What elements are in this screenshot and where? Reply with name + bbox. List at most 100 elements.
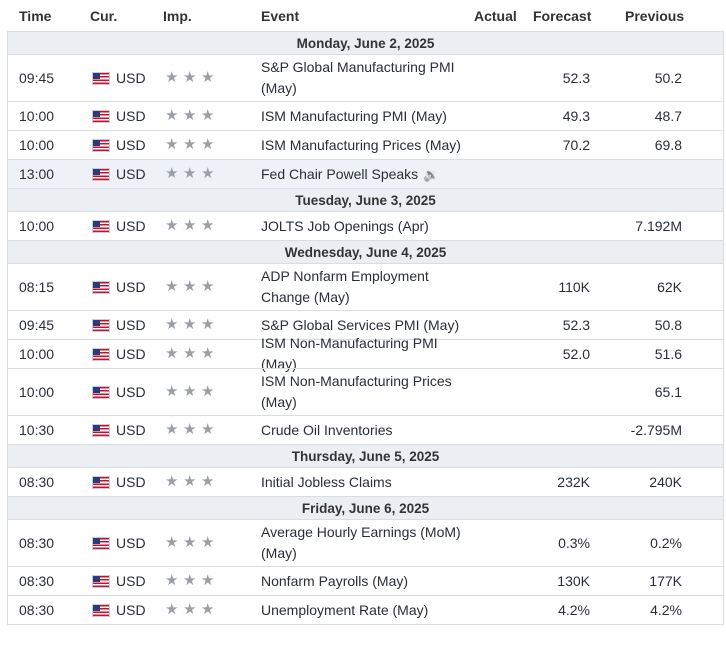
event-time: 08:15 bbox=[19, 279, 55, 295]
event-name[interactable]: Unemployment Rate (May) bbox=[261, 596, 471, 624]
event-forecast: 70.2 bbox=[562, 137, 590, 153]
event-name-text[interactable]: ISM Non-Manufacturing Prices (May) bbox=[261, 373, 452, 410]
event-name-text[interactable]: ISM Manufacturing Prices (May) bbox=[261, 136, 461, 153]
event-actual bbox=[463, 520, 533, 566]
event-actual bbox=[463, 102, 533, 130]
event-name-text[interactable]: Fed Chair Powell Speaks bbox=[261, 165, 419, 182]
event-actual bbox=[463, 160, 533, 188]
event-name-text[interactable]: ISM Manufacturing PMI (May) bbox=[261, 107, 447, 124]
event-name[interactable]: ISM Non-Manufacturing PMI (May) bbox=[261, 335, 471, 372]
star-icon: ★ bbox=[201, 421, 215, 438]
header-time[interactable]: Time bbox=[19, 8, 52, 24]
star-icon: ★ bbox=[201, 601, 215, 618]
header-previous[interactable]: Previous bbox=[625, 8, 685, 24]
day-label: Friday, June 6, 2025 bbox=[301, 501, 430, 516]
event-name[interactable]: Nonfarm Payrolls (May) bbox=[261, 567, 471, 595]
star-icon: ★ bbox=[183, 383, 197, 400]
table-row[interactable]: 08:30 USD ★ ★ ★ Unemployment Rate (May) 4.2% 4.… bbox=[8, 595, 723, 624]
event-name-text[interactable]: Initial Jobless Claims bbox=[261, 473, 392, 490]
event-time: 08:30 bbox=[19, 535, 55, 551]
star-icon: ★ bbox=[201, 572, 215, 589]
header-actual[interactable]: Actual bbox=[474, 8, 517, 24]
event-name[interactable]: Crude Oil Inventories bbox=[261, 416, 471, 444]
us-flag-icon bbox=[92, 423, 110, 437]
event-name-text[interactable]: S&P Global Manufacturing PMI (May) bbox=[261, 59, 455, 96]
event-currency: USD bbox=[116, 602, 146, 618]
event-forecast bbox=[528, 369, 590, 415]
header-event[interactable]: Event bbox=[261, 8, 300, 24]
table-row[interactable]: 10:30 USD ★ ★ ★ Crude Oil Inventories -2.795M bbox=[8, 415, 723, 444]
event-actual bbox=[463, 369, 533, 415]
event-name-text[interactable]: Unemployment Rate (May) bbox=[261, 601, 429, 618]
event-forecast: 130K bbox=[557, 573, 590, 589]
star-icon: ★ bbox=[183, 69, 197, 86]
table-row[interactable]: 08:15 USD ★ ★ ★ ADP Nonfarm Employment Change… bbox=[8, 263, 723, 310]
table-row[interactable]: 09:45 USD ★ ★ ★ S&P Global Manufacturing PMI … bbox=[8, 54, 723, 101]
flag-cell bbox=[92, 131, 110, 159]
table-row[interactable]: 08:30 USD ★ ★ ★ Initial Jobless Claims 232K 240… bbox=[8, 467, 723, 496]
star-icon: ★ bbox=[201, 316, 215, 333]
event-time: 10:00 bbox=[19, 346, 55, 362]
importance-stars: ★ ★ ★ bbox=[165, 468, 225, 496]
event-name[interactable]: S&P Global Services PMI (May) bbox=[261, 311, 471, 339]
importance-stars: ★ ★ ★ bbox=[165, 55, 225, 101]
event-currency: USD bbox=[116, 108, 146, 124]
table-row[interactable]: 08:30 USD ★ ★ ★ Average Hourly Earnings (MoM)… bbox=[8, 519, 723, 566]
event-name-text[interactable]: Nonfarm Payrolls (May) bbox=[261, 572, 409, 589]
event-name-text[interactable]: Crude Oil Inventories bbox=[261, 421, 393, 438]
event-name[interactable]: ISM Non-Manufacturing Prices (May) bbox=[261, 369, 471, 415]
event-name[interactable]: S&P Global Manufacturing PMI (May) bbox=[261, 55, 471, 101]
star-icon: ★ bbox=[165, 136, 179, 153]
table-row[interactable]: 10:00 USD ★ ★ ★ ISM Non-Manufacturing Prices … bbox=[8, 368, 723, 415]
header-forecast[interactable]: Forecast bbox=[533, 8, 592, 24]
event-name-text[interactable]: S&P Global Services PMI (May) bbox=[261, 316, 460, 333]
event-name[interactable]: Fed Chair Powell Speaks 🔉 bbox=[261, 160, 471, 188]
event-name-text[interactable]: Average Hourly Earnings (MoM) (May) bbox=[261, 524, 461, 561]
event-previous: 4.2% bbox=[650, 602, 682, 618]
table-row[interactable]: 09:45 USD ★ ★ ★ S&P Global Services PMI (May)… bbox=[8, 310, 723, 339]
star-icon: ★ bbox=[201, 534, 215, 551]
event-name-text[interactable]: ADP Nonfarm Employment Change (May) bbox=[261, 268, 429, 305]
flag-cell bbox=[92, 567, 110, 595]
event-name[interactable]: Initial Jobless Claims bbox=[261, 468, 471, 496]
header-importance[interactable]: Imp. bbox=[163, 8, 192, 24]
us-flag-icon bbox=[92, 603, 110, 617]
table-row[interactable]: 10:00 USD ★ ★ ★ ISM Manufacturing PMI (May) 49… bbox=[8, 101, 723, 130]
event-actual bbox=[463, 596, 533, 624]
day-row: Monday, June 2, 2025 bbox=[8, 31, 723, 54]
event-actual bbox=[463, 55, 533, 101]
event-name-text[interactable]: JOLTS Job Openings (Apr) bbox=[261, 217, 429, 234]
flag-cell bbox=[92, 468, 110, 496]
event-currency: USD bbox=[116, 474, 146, 490]
event-actual bbox=[463, 311, 533, 339]
event-name[interactable]: ADP Nonfarm Employment Change (May) bbox=[261, 264, 471, 310]
event-currency: USD bbox=[116, 346, 146, 362]
day-label: Monday, June 2, 2025 bbox=[296, 36, 435, 51]
event-name[interactable]: Average Hourly Earnings (MoM) (May) bbox=[261, 520, 471, 566]
event-actual bbox=[463, 264, 533, 310]
table-row[interactable]: 10:00 USD ★ ★ ★ ISM Non-Manufacturing PMI (Ma… bbox=[8, 335, 723, 372]
table-row[interactable]: 13:00 USD ★ ★ ★ Fed Chair Powell Speaks 🔉 bbox=[8, 159, 723, 188]
flag-cell bbox=[92, 102, 110, 130]
event-time: 08:30 bbox=[19, 602, 55, 618]
day-label: Tuesday, June 3, 2025 bbox=[295, 193, 436, 208]
us-flag-icon bbox=[92, 219, 110, 233]
flag-cell bbox=[92, 340, 110, 368]
star-icon: ★ bbox=[183, 316, 197, 333]
importance-stars: ★ ★ ★ bbox=[165, 520, 225, 566]
table-header: Time Cur. Imp. Event Actual Forecast Pre… bbox=[0, 0, 726, 31]
event-name[interactable]: ISM Manufacturing Prices (May) bbox=[261, 131, 471, 159]
table-row[interactable]: 10:00 USD ★ ★ ★ ISM Manufacturing Prices (May… bbox=[8, 130, 723, 159]
header-currency[interactable]: Cur. bbox=[90, 8, 118, 24]
event-name[interactable]: JOLTS Job Openings (Apr) bbox=[261, 212, 471, 240]
flag-cell bbox=[92, 596, 110, 624]
event-forecast: 52.3 bbox=[562, 317, 590, 333]
table-row[interactable]: 08:30 USD ★ ★ ★ Nonfarm Payrolls (May) 130K 177… bbox=[8, 566, 723, 595]
event-name[interactable]: ISM Manufacturing PMI (May) bbox=[261, 102, 471, 130]
flag-cell bbox=[92, 416, 110, 444]
event-actual bbox=[463, 212, 533, 240]
star-icon: ★ bbox=[201, 107, 215, 124]
table-row[interactable]: 10:00 USD ★ ★ ★ JOLTS Job Openings (Apr) 7.192… bbox=[8, 211, 723, 240]
flag-cell bbox=[92, 520, 110, 566]
star-icon: ★ bbox=[183, 217, 197, 234]
